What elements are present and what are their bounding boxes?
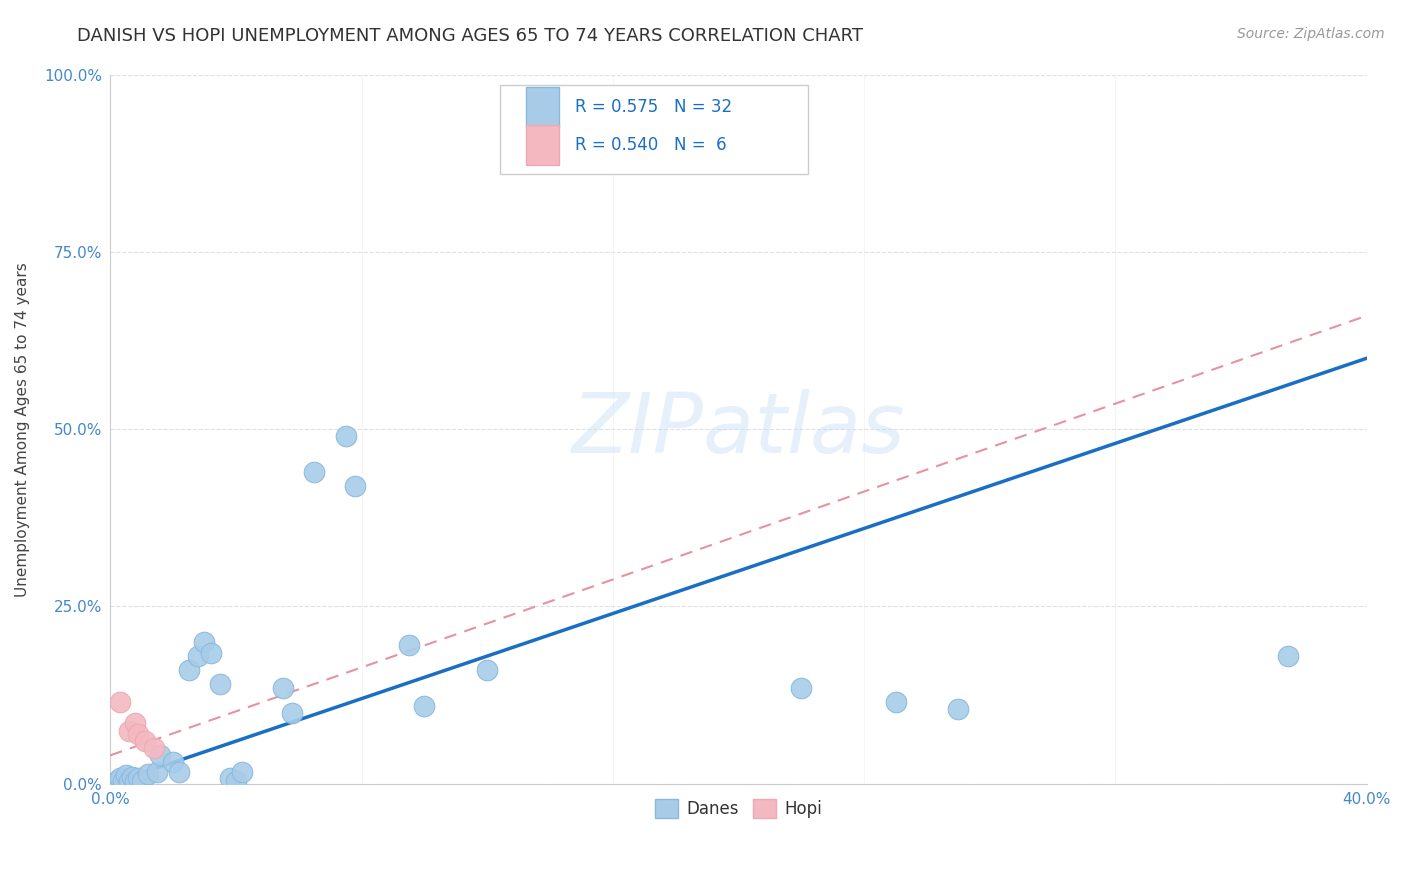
Point <box>225 773 247 788</box>
Point <box>209 677 232 691</box>
Text: ZIPatlas: ZIPatlas <box>572 389 905 469</box>
Text: Source: ZipAtlas.com: Source: ZipAtlas.com <box>1237 27 1385 41</box>
Point <box>143 741 166 756</box>
FancyBboxPatch shape <box>499 85 807 174</box>
Point <box>124 773 146 788</box>
Point <box>121 770 143 784</box>
Point <box>477 663 499 677</box>
Point <box>128 727 150 741</box>
Point <box>1277 649 1299 664</box>
FancyBboxPatch shape <box>526 126 558 165</box>
Point <box>162 756 184 770</box>
FancyBboxPatch shape <box>526 87 558 127</box>
Point <box>149 748 172 763</box>
Point <box>413 698 436 713</box>
Point <box>884 695 907 709</box>
Y-axis label: Unemployment Among Ages 65 to 74 years: Unemployment Among Ages 65 to 74 years <box>15 261 30 597</box>
Point <box>111 773 134 788</box>
Point <box>790 681 813 695</box>
Point <box>146 765 169 780</box>
Point <box>105 773 128 788</box>
Point <box>398 639 420 653</box>
Point <box>169 765 191 780</box>
Point <box>281 706 304 720</box>
Text: DANISH VS HOPI UNEMPLOYMENT AMONG AGES 65 TO 74 YEARS CORRELATION CHART: DANISH VS HOPI UNEMPLOYMENT AMONG AGES 6… <box>77 27 863 45</box>
Point <box>108 771 131 785</box>
Point <box>136 766 159 780</box>
Point <box>118 723 141 738</box>
Point <box>271 681 294 695</box>
Point <box>115 768 138 782</box>
Point <box>344 479 367 493</box>
Text: R = 0.575   N = 32: R = 0.575 N = 32 <box>575 98 733 116</box>
Point <box>177 663 200 677</box>
Point <box>124 716 146 731</box>
Point <box>218 771 240 785</box>
Point <box>131 773 153 788</box>
Point <box>118 773 141 788</box>
Point <box>128 771 150 785</box>
Legend: Danes, Hopi: Danes, Hopi <box>648 792 828 825</box>
Point <box>304 465 326 479</box>
Point <box>200 646 222 660</box>
Point <box>187 649 209 664</box>
Text: R = 0.540   N =  6: R = 0.540 N = 6 <box>575 136 727 154</box>
Point <box>108 695 131 709</box>
Point <box>231 765 253 780</box>
Point <box>193 635 215 649</box>
Point <box>335 429 357 443</box>
Point <box>134 734 156 748</box>
Point <box>948 702 970 716</box>
